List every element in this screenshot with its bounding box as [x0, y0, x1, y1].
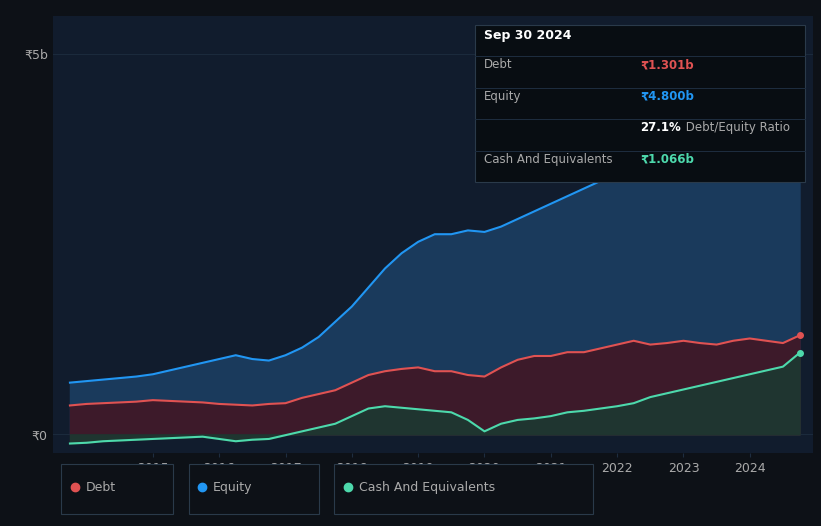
FancyBboxPatch shape [334, 463, 593, 514]
Text: ₹1.301b: ₹1.301b [640, 58, 694, 71]
Text: Cash And Equivalents: Cash And Equivalents [359, 481, 495, 493]
FancyBboxPatch shape [189, 463, 319, 514]
FancyBboxPatch shape [475, 25, 805, 182]
Text: Debt: Debt [484, 58, 512, 71]
Text: ₹4.800b: ₹4.800b [640, 90, 694, 103]
Text: Debt/Equity Ratio: Debt/Equity Ratio [681, 122, 790, 134]
FancyBboxPatch shape [61, 463, 173, 514]
Text: Equity: Equity [484, 90, 521, 103]
Text: Cash And Equivalents: Cash And Equivalents [484, 153, 612, 166]
Text: 27.1%: 27.1% [640, 122, 681, 134]
Text: Debt: Debt [85, 481, 116, 493]
Text: Sep 30 2024: Sep 30 2024 [484, 29, 571, 42]
Text: Equity: Equity [213, 481, 252, 493]
Text: ₹1.066b: ₹1.066b [640, 153, 694, 166]
